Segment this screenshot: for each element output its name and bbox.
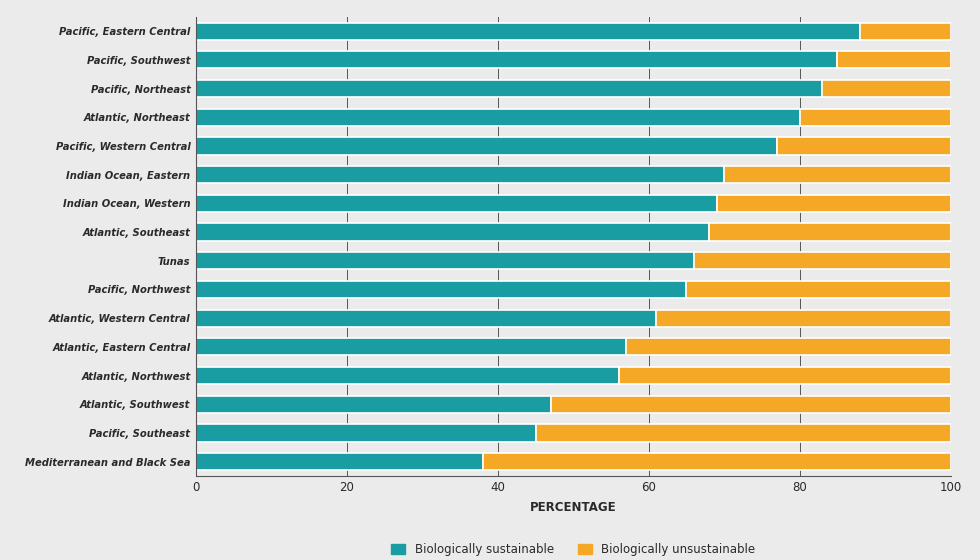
Bar: [686, 281, 951, 298]
Bar: [716, 195, 951, 212]
Bar: [800, 109, 951, 126]
Bar: [777, 137, 951, 155]
X-axis label: PERCENTAGE: PERCENTAGE: [530, 501, 616, 514]
Bar: [837, 52, 951, 68]
Bar: [196, 166, 724, 183]
Bar: [196, 310, 657, 327]
Bar: [822, 80, 951, 97]
Bar: [196, 424, 535, 441]
Bar: [710, 223, 951, 241]
Bar: [196, 338, 626, 356]
Bar: [618, 367, 951, 384]
Bar: [196, 137, 777, 155]
Bar: [196, 195, 716, 212]
Bar: [196, 223, 710, 241]
Bar: [196, 80, 822, 97]
Bar: [694, 252, 951, 269]
Bar: [860, 22, 951, 40]
Bar: [551, 396, 951, 413]
Bar: [196, 109, 800, 126]
Bar: [626, 338, 951, 356]
Bar: [196, 396, 551, 413]
Bar: [196, 281, 686, 298]
Bar: [196, 453, 483, 470]
Bar: [535, 424, 951, 441]
Bar: [724, 166, 951, 183]
Bar: [196, 52, 837, 68]
Bar: [196, 252, 694, 269]
Legend: Biologically sustainable, Biologically unsustainable: Biologically sustainable, Biologically u…: [385, 537, 761, 560]
Bar: [483, 453, 951, 470]
Bar: [657, 310, 951, 327]
Bar: [196, 367, 618, 384]
Bar: [196, 22, 860, 40]
